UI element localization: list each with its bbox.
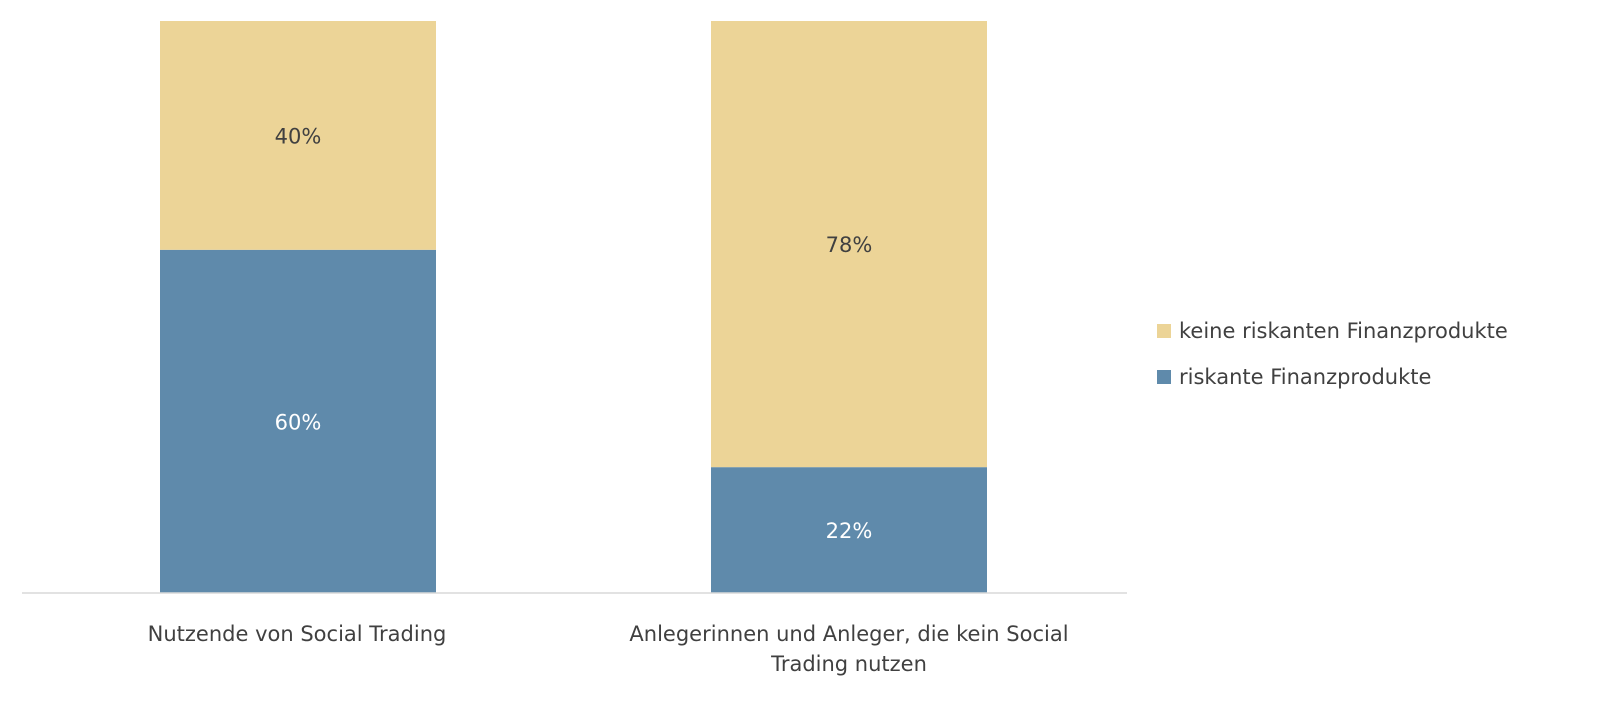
legend-item-riskante: riskante Finanzprodukte xyxy=(1157,354,1508,400)
legend: keine riskanten Finanzprodukte riskante … xyxy=(1157,308,1508,400)
data-label-1-0: 22% xyxy=(826,519,873,543)
bars-group xyxy=(160,21,987,594)
bar-segment-0-0 xyxy=(160,249,436,594)
legend-label-riskante: riskante Finanzprodukte xyxy=(1179,365,1432,389)
data-label-0-1: 40% xyxy=(275,124,322,148)
legend-label-keine-riskanten: keine riskanten Finanzprodukte xyxy=(1179,319,1508,343)
data-label-0-0: 60% xyxy=(275,410,322,434)
legend-item-keine-riskanten: keine riskanten Finanzprodukte xyxy=(1157,308,1508,354)
legend-swatch-keine-riskanten xyxy=(1157,324,1171,338)
bar-segment-1-0 xyxy=(711,467,987,593)
data-labels-group: 60% 40% 22% 78% xyxy=(275,124,873,543)
category-label-1: Anlegerinnen und Anleger, die kein Socia… xyxy=(629,622,1069,676)
data-label-1-1: 78% xyxy=(826,233,873,257)
bar-segment-1-1 xyxy=(711,21,987,468)
bar-segment-0-1 xyxy=(160,21,436,250)
category-label-0: Nutzende von Social Trading xyxy=(147,622,447,646)
legend-swatch-riskante xyxy=(1157,370,1171,384)
